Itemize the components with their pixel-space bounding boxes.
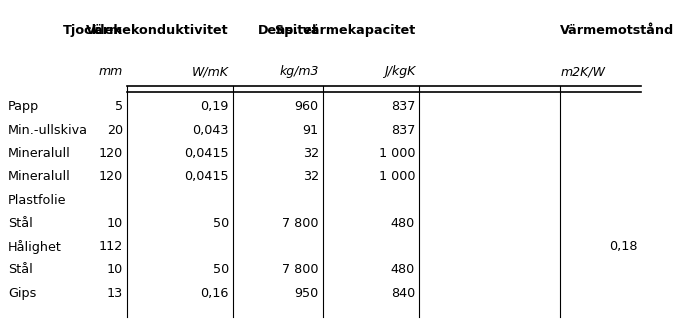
Text: 0,0415: 0,0415 [184,170,229,183]
Text: 91: 91 [303,124,319,137]
Text: 112: 112 [99,240,123,253]
Text: Värmemotstånd: Värmemotstånd [560,24,675,37]
Text: 32: 32 [303,147,319,160]
Text: 960: 960 [295,100,319,113]
Text: Min.-ullskiva: Min.-ullskiva [8,124,88,137]
Text: 120: 120 [99,147,123,160]
Text: Mineralull: Mineralull [8,147,70,160]
Text: 120: 120 [99,170,123,183]
Text: 480: 480 [391,263,415,277]
Text: Värmekonduktivitet: Värmekonduktivitet [86,24,229,37]
Text: Gips: Gips [8,287,36,300]
Text: Sp. värmekapacitet: Sp. värmekapacitet [275,24,415,37]
Text: Mineralull: Mineralull [8,170,70,183]
Text: J/kgK: J/kgK [384,65,415,78]
Text: Hålighet: Hålighet [8,240,61,254]
Text: 10: 10 [106,217,123,230]
Text: 50: 50 [213,263,229,277]
Text: 0,16: 0,16 [201,287,229,300]
Text: 7 800: 7 800 [282,263,319,277]
Text: Stål: Stål [8,217,32,230]
Text: 950: 950 [295,287,319,300]
Text: 50: 50 [213,217,229,230]
Text: Papp: Papp [8,100,39,113]
Text: Tjocklek: Tjocklek [63,24,123,37]
Text: 20: 20 [107,124,123,137]
Text: 5: 5 [115,100,123,113]
Text: 13: 13 [106,287,123,300]
Text: m2K/W: m2K/W [560,65,605,78]
Text: 837: 837 [391,124,415,137]
Text: 0,043: 0,043 [193,124,229,137]
Text: 32: 32 [303,170,319,183]
Text: 480: 480 [391,217,415,230]
Text: 0,0415: 0,0415 [184,147,229,160]
Text: 837: 837 [391,100,415,113]
Text: kg/m3: kg/m3 [279,65,319,78]
Text: 7 800: 7 800 [282,217,319,230]
Text: 1 000: 1 000 [379,170,415,183]
Text: Densitet: Densitet [258,24,319,37]
Text: 840: 840 [391,287,415,300]
Text: mm: mm [99,65,123,78]
Text: Plastfolie: Plastfolie [8,194,66,206]
Text: W/mK: W/mK [192,65,229,78]
Text: 0,19: 0,19 [201,100,229,113]
Text: 10: 10 [106,263,123,277]
Text: 0,18: 0,18 [609,240,638,253]
Text: 1 000: 1 000 [379,147,415,160]
Text: Stål: Stål [8,263,32,277]
